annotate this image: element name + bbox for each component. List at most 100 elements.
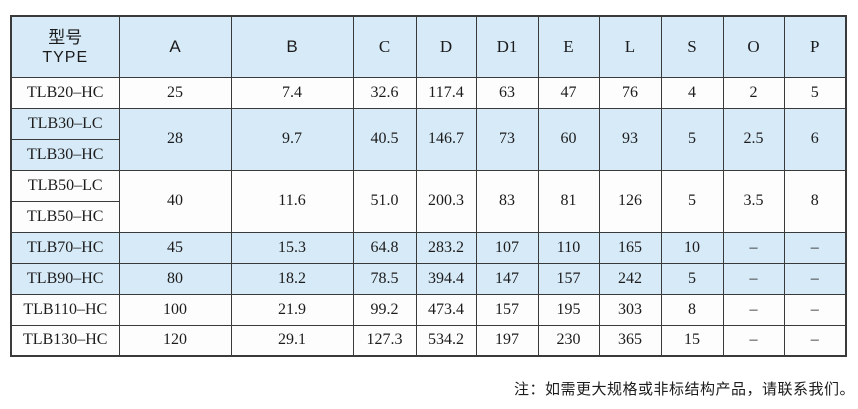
value-cell: 32.6 <box>352 76 417 109</box>
column-header-o: O <box>722 15 785 78</box>
value-cell: 78.5 <box>352 262 417 295</box>
model-cell: TLB30–HC <box>10 138 120 171</box>
value-cell: 6 <box>783 107 847 171</box>
value-cell: 73 <box>475 107 539 171</box>
value-cell: 10 <box>660 231 724 264</box>
type-label-cn: 型号 <box>48 27 83 47</box>
value-cell: 127.3 <box>352 324 417 357</box>
table-row-tlb90-hc: TLB90–HC 80 18.2 78.5 394.4 147 157 242 … <box>10 262 847 295</box>
table-row-tlb70-hc: TLB70–HC 45 15.3 64.8 283.2 107 110 165 … <box>10 231 847 264</box>
model-cell: TLB50–HC <box>10 200 120 233</box>
value-cell: 40 <box>118 169 232 233</box>
value-cell: 5 <box>660 262 724 295</box>
value-cell: 45 <box>118 231 232 264</box>
value-cell: 83 <box>475 169 539 233</box>
column-header-c: C <box>352 15 417 78</box>
value-cell: 107 <box>475 231 539 264</box>
value-cell: 4 <box>660 76 724 109</box>
value-cell: 81 <box>537 169 600 233</box>
value-cell: 473.4 <box>415 293 477 326</box>
value-cell: 365 <box>598 324 662 357</box>
column-header-b: B <box>230 15 354 78</box>
model-cell: TLB50–LC <box>10 169 120 202</box>
column-header-a: A <box>118 15 232 78</box>
column-header-p: P <box>783 15 847 78</box>
value-cell: 60 <box>537 107 600 171</box>
value-cell: 157 <box>537 262 600 295</box>
column-header-l: L <box>598 15 662 78</box>
value-cell: 25 <box>118 76 232 109</box>
value-cell: 147 <box>475 262 539 295</box>
value-cell: 47 <box>537 76 600 109</box>
model-cell: TLB20–HC <box>10 76 120 109</box>
model-cell: TLB130–HC <box>10 324 120 357</box>
value-cell: – <box>722 324 785 357</box>
value-cell: 303 <box>598 293 662 326</box>
value-cell: 146.7 <box>415 107 477 171</box>
type-column-header: 型号 TYPE <box>10 15 120 78</box>
value-cell: 76 <box>598 76 662 109</box>
value-cell: 165 <box>598 231 662 264</box>
value-cell: 99.2 <box>352 293 417 326</box>
value-cell: – <box>722 293 785 326</box>
table-row-tlb50-hc: TLB50–HC <box>10 200 846 233</box>
value-cell: 242 <box>598 262 662 295</box>
column-header-d1: D1 <box>475 15 539 78</box>
value-cell: 8 <box>660 293 724 326</box>
value-cell: 120 <box>118 324 232 357</box>
column-header-e: E <box>537 15 600 78</box>
value-cell: 230 <box>537 324 600 357</box>
model-cell: TLB70–HC <box>10 231 120 264</box>
value-cell: 8 <box>783 169 847 233</box>
value-cell: 200.3 <box>415 169 477 233</box>
dimension-spec-table: 型号 TYPE A B C D D1 E L S O P TLB20–HC 25… <box>10 15 847 357</box>
value-cell: 51.0 <box>352 169 417 233</box>
value-cell: – <box>783 324 847 357</box>
value-cell: 15.3 <box>230 231 354 264</box>
value-cell: 80 <box>118 262 232 295</box>
value-cell: 157 <box>475 293 539 326</box>
table-row-tlb30-lc: TLB30–LC 28 9.7 40.5 146.7 73 60 93 5 2.… <box>10 107 847 171</box>
table-row-tlb20-hc: TLB20–HC 25 7.4 32.6 117.4 63 47 76 4 2 … <box>10 76 847 109</box>
value-cell: 29.1 <box>230 324 354 357</box>
model-cell: TLB110–HC <box>10 293 120 326</box>
table-row-tlb50-lc: TLB50–LC 40 11.6 51.0 200.3 83 81 126 5 … <box>10 169 847 233</box>
value-cell: – <box>722 262 785 295</box>
value-cell: 117.4 <box>415 76 477 109</box>
value-cell: 534.2 <box>415 324 477 357</box>
value-cell: 11.6 <box>230 169 354 233</box>
value-cell: 3.5 <box>722 169 785 233</box>
footnote: 注：如需更大规格或非标结构产品，请联系我们。 <box>513 382 855 398</box>
value-cell: 2 <box>722 76 785 109</box>
value-cell: 100 <box>118 293 232 326</box>
value-cell: 93 <box>598 107 662 171</box>
value-cell: – <box>783 262 847 295</box>
value-cell: – <box>783 293 847 326</box>
model-cell: TLB30–LC <box>10 107 120 140</box>
value-cell: 7.4 <box>230 76 354 109</box>
value-cell: – <box>722 231 785 264</box>
value-cell: 64.8 <box>352 231 417 264</box>
header-row: 型号 TYPE A B C D D1 E L S O P <box>10 15 847 78</box>
column-header-s: S <box>660 15 724 78</box>
value-cell: 9.7 <box>230 107 354 171</box>
value-cell: 110 <box>537 231 600 264</box>
value-cell: 195 <box>537 293 600 326</box>
table-row-tlb130-hc: TLB130–HC 120 29.1 127.3 534.2 197 230 3… <box>10 324 847 357</box>
value-cell: 40.5 <box>352 107 417 171</box>
value-cell: 18.2 <box>230 262 354 295</box>
value-cell: 28 <box>118 107 232 171</box>
value-cell: – <box>783 231 847 264</box>
value-cell: 283.2 <box>415 231 477 264</box>
type-label-en: TYPE <box>42 48 89 66</box>
model-cell: TLB90–HC <box>10 262 120 295</box>
value-cell: 126 <box>598 169 662 233</box>
value-cell: 5 <box>783 76 847 109</box>
value-cell: 5 <box>660 107 724 171</box>
table-row-tlb110-hc: TLB110–HC 100 21.9 99.2 473.4 157 195 30… <box>10 293 847 326</box>
table-row-tlb30-hc: TLB30–HC <box>10 138 846 171</box>
value-cell: 21.9 <box>230 293 354 326</box>
value-cell: 15 <box>660 324 724 357</box>
value-cell: 197 <box>475 324 539 357</box>
